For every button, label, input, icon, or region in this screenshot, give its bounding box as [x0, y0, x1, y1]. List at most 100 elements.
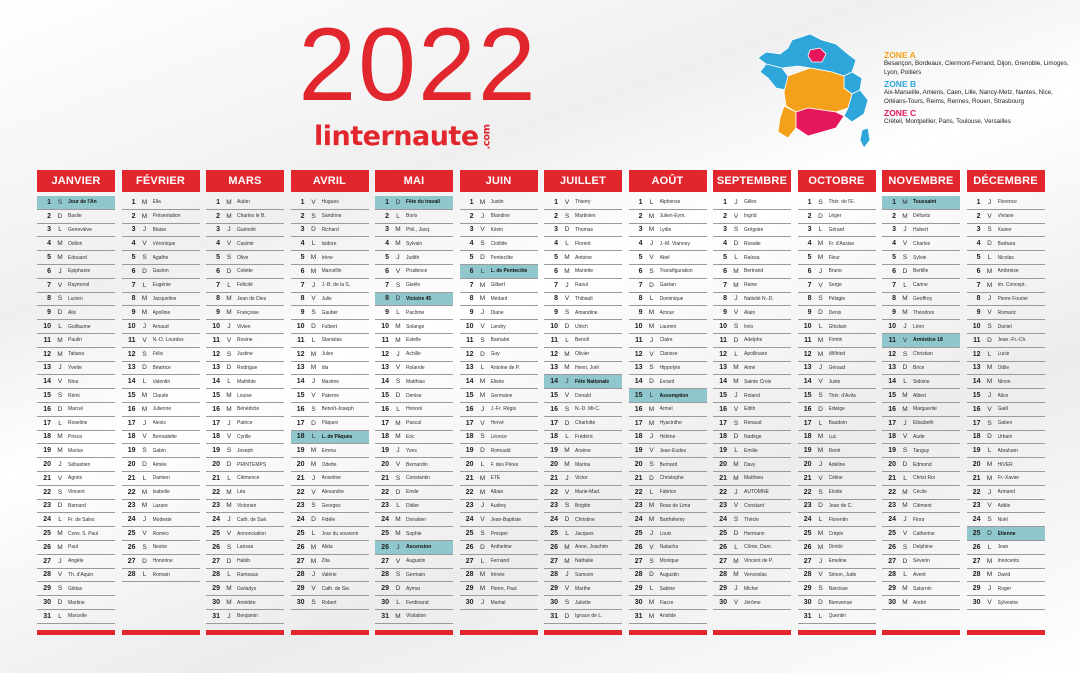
day-number: 23: [888, 502, 896, 510]
day-saint: Gildas: [68, 585, 83, 592]
day-saint: Françoise: [237, 309, 259, 316]
day-number: 29: [972, 585, 981, 593]
day-row: 24 D Fidèle: [290, 513, 369, 528]
day-saint: Joseph: [237, 447, 254, 454]
day-saint: Rose de Lima: [659, 502, 691, 509]
weekday-letter: L: [227, 571, 231, 579]
day-saint: Défunts: [913, 213, 931, 220]
weekday-letter: V: [987, 309, 992, 317]
day-saint: Donatien: [406, 516, 427, 523]
day-number: 13: [127, 364, 136, 372]
day-row: 5 V Abel: [628, 251, 707, 265]
day-row: 4 M Odilon: [37, 237, 115, 252]
day-row: 9 S Amandine: [544, 306, 622, 321]
weekday-letter: L: [734, 350, 738, 358]
day-number: 7: [723, 281, 727, 289]
weekday-letter: M: [395, 226, 401, 234]
day-row: 26 M Dimitri: [797, 541, 876, 555]
day-saint: Eugénie: [152, 282, 171, 289]
weekday-letter: S: [987, 226, 992, 234]
day-saint: Amour: [659, 309, 675, 316]
day-number: 11: [973, 336, 981, 344]
weekday-letter: D: [649, 378, 654, 386]
day-number: 19: [888, 447, 896, 455]
day-saint: Im. Concept.: [997, 282, 1026, 289]
day-row: 6 D Colette: [206, 265, 284, 279]
day-saint: Renaud: [744, 420, 762, 427]
day-row: 17 V Hervé: [459, 417, 538, 431]
weekday-letter: V: [57, 474, 63, 482]
day-number: 20: [719, 461, 727, 469]
day-saint: Jour du souvenir: [321, 530, 359, 537]
day-saint: J.-Fr. Régis: [490, 406, 517, 413]
day-row: 1 V Hugues: [290, 196, 369, 210]
weekday-letter: J: [227, 516, 231, 524]
day-number: 25: [296, 530, 305, 538]
day-number: 5: [723, 254, 727, 262]
map-zone-c-south: [795, 107, 845, 137]
day-number: 24: [803, 516, 812, 524]
weekday-letter: D: [902, 364, 908, 372]
day-number: 8: [976, 295, 981, 303]
day-row: 17 J Patrice: [206, 417, 284, 431]
weekday-letter: L: [58, 516, 62, 524]
day-row: 23 M Lazare: [121, 500, 200, 514]
day-number: 7: [554, 281, 558, 289]
day-number: 7: [976, 281, 981, 289]
weekday-letter: S: [142, 447, 147, 455]
weekday-letter: D: [142, 267, 147, 275]
day-number: 11: [381, 336, 389, 344]
day-saint: Lucien: [68, 295, 83, 302]
day-number: 24: [381, 516, 389, 524]
weekday-letter: M: [395, 419, 401, 427]
day-row: 26 D Anthelme: [459, 541, 538, 555]
day-saint: Roseline: [68, 420, 88, 427]
day-row: 19 S Tanguy: [882, 444, 960, 459]
day-saint: Abraham: [997, 447, 1018, 454]
day-saint: Arnaud: [152, 323, 169, 330]
day-row: 7 M Im. Concept.: [966, 279, 1045, 293]
day-number: 18: [888, 433, 896, 441]
weekday-letter: D: [564, 323, 570, 331]
day-number: 22: [972, 488, 981, 496]
day-row: 11 V N.-D. Lourdes: [121, 334, 200, 348]
day-saint: Toussaint: [913, 199, 937, 206]
day-saint: Fr. de Sales: [68, 516, 95, 523]
weekday-letter: V: [395, 461, 401, 469]
day-number: 16: [719, 405, 727, 413]
day-saint: Louise: [237, 392, 252, 399]
day-row: 7 V Serge: [797, 279, 876, 293]
day-saint: Saturnin: [913, 585, 932, 592]
day-row: 24 L Fr. de Sales: [37, 513, 115, 528]
day-number: 12: [550, 350, 558, 358]
day-saint: Anselme: [321, 475, 341, 482]
day-number: 16: [127, 405, 136, 413]
day-row: 23 S Georges: [290, 500, 369, 514]
weekday-letter: L: [903, 281, 907, 289]
month-bottom-bar: [797, 630, 876, 635]
day-number: 26: [803, 543, 812, 551]
month-9: OCTOBRE 1 S Thér. de l'E. 2 D Léger 3 L Gérard 4 M F…: [797, 170, 876, 624]
day-row: 6 J Epiphanie: [37, 265, 115, 279]
day-row: 5 L Nicolas: [966, 251, 1045, 265]
day-saint: Daniel: [997, 323, 1012, 330]
day-saint: Arsène: [575, 447, 591, 454]
day-row: 13 J Géraud: [797, 362, 876, 376]
weekday-letter: V: [142, 240, 147, 248]
day-row: 23 M Victorien: [206, 500, 284, 514]
day-row: 26 J Ascension: [375, 540, 453, 555]
day-saint: Carine: [913, 282, 928, 289]
weekday-letter: L: [311, 530, 316, 538]
day-number: 11: [719, 336, 727, 344]
day-saint: Yves: [406, 447, 417, 454]
day-number: 6: [216, 267, 220, 275]
day-row: 2 M Charles le B.: [206, 210, 284, 224]
day-number: 24: [212, 516, 220, 524]
weekday-letter: J: [903, 516, 907, 524]
day-row: 15 M Louise: [206, 389, 284, 403]
day-row: 8 D Victoire 45: [375, 292, 453, 307]
day-saint: Augustin: [406, 558, 426, 565]
weekday-letter: L: [818, 323, 823, 331]
day-number: 27: [888, 557, 896, 565]
day-row: 27 L Fernand: [459, 555, 538, 569]
